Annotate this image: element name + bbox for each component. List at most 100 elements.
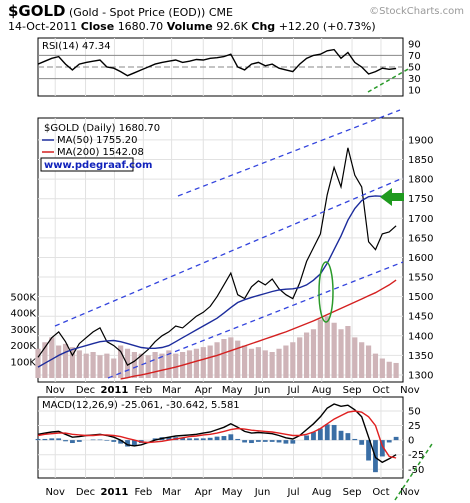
y-tick-label: 1700 [408,214,433,225]
histogram-bar [42,438,48,441]
histogram-bar [132,440,137,446]
volume-bar [372,353,379,378]
histogram-bar [228,434,234,441]
histogram-bar [214,436,220,441]
volume-bar [138,353,144,378]
histogram-bar [304,435,309,441]
y-tick-label: 25 [408,421,421,432]
y-tick-label: 50 [408,406,421,417]
x-tick-label: 2011 [101,385,129,396]
series-line [37,195,397,368]
volume-bar [283,345,289,378]
x-tick-label: Feb [135,385,153,396]
histogram-bar [290,440,296,444]
histogram-bar [386,440,392,443]
y-tick-label: 0 [408,436,414,447]
volume-bar [83,353,89,378]
x-tick-label: Jul [286,487,299,498]
histogram-bar [76,440,82,442]
y-tick-label: 1350 [408,351,433,362]
volume-bar [269,352,275,378]
histogram-bar [324,424,330,441]
x-tick-label: May [222,487,243,498]
volume-bar [248,348,255,378]
x-tick-label: Mar [162,385,182,396]
volume-tick-label: 400K [10,309,36,320]
histogram-bar [366,440,371,461]
chg-label: Chg [251,20,275,33]
channel-lower [107,261,404,379]
histogram-bar [345,433,351,441]
volume-bar [290,342,296,378]
volume-bar [62,343,69,378]
y-tick-label: 1600 [408,253,433,264]
volume-bar [242,345,248,378]
volume-tick-label: 500K [10,292,36,303]
x-tick-label: Mar [162,487,182,498]
volume-bar [297,337,303,378]
y-tick-label: 1550 [408,273,433,284]
histogram-bar [276,440,282,443]
x-tick-label: Jun [254,487,271,498]
volume-bar [49,337,55,378]
histogram-bar [104,440,110,441]
panel-title: RSI(14) 47.34 [42,41,111,52]
x-tick-label: Nov [45,385,65,396]
volume-bar [42,342,48,378]
volume-bar [97,355,103,378]
volume-tick-label: 300K [10,325,36,336]
x-tick-label: Oct [372,487,389,498]
volume-bar [152,352,158,378]
volume-bar [386,361,392,378]
legend-label: MA(50) 1755.20 [57,135,138,146]
annotations [54,67,433,501]
volume-bar [186,350,193,378]
volume-bar [255,347,261,378]
y-tick-label: -25 [408,450,424,461]
volume-bar [200,347,206,378]
x-tick-label: Nov [45,487,65,498]
x-tick-label: Feb [135,487,153,498]
chg: +12.20 (+0.73%) [279,20,376,33]
volume-bar [338,329,344,378]
volume-bar [324,316,330,378]
histogram-bar [152,438,158,441]
histogram-bar [97,439,103,441]
header-line-1: $GOLD (Gold - Spot Price (EOD)) CME [8,2,233,20]
volume-bar [276,348,282,378]
histogram-bar [359,440,365,445]
volume-bar [90,352,96,378]
volume-bar [303,332,310,378]
series-line [37,48,397,77]
close-label: Close [81,20,114,33]
volume-bar [104,353,110,378]
volume-bar [359,342,365,378]
histogram-bar [200,438,206,441]
symbol: $GOLD [8,2,66,20]
rsi-trend [367,67,411,93]
y-tick-label: 1850 [408,155,433,166]
x-tick-label: May [222,385,243,396]
x-tick-label: Jun [254,385,271,396]
volume-bar [145,355,151,378]
x-tick-label: Apr [195,385,213,396]
instrument-name: (Gold - Spot Price (EOD)) [69,6,205,19]
y-tick-label: 1800 [408,175,433,186]
volume-bar [262,350,268,378]
histogram-bar [283,440,289,444]
x-tick-label: Aug [312,385,332,396]
x-tick-label: Nov [400,385,420,396]
histogram-bar [269,440,275,442]
exchange: CME [209,6,233,19]
volume-bar [76,350,82,378]
volume: 92.6K [216,20,248,33]
x-tick-label: Jul [286,385,299,396]
volume-bar [207,345,213,378]
y-tick-label: 70 [408,51,421,62]
volume-bar [228,337,234,378]
histogram-bar [379,440,385,457]
histogram-bar [111,440,117,442]
histogram-bar [187,438,192,441]
volume-bar [345,326,351,378]
